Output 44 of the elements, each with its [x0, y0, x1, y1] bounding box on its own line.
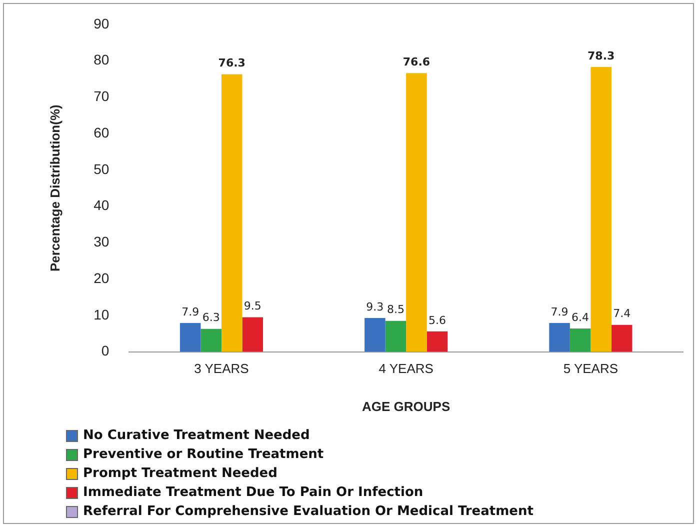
y-tick-label: 0	[101, 342, 110, 359]
bar	[200, 328, 222, 352]
x-tick-label: 3 YEARS	[194, 361, 250, 376]
data-label: 76.3	[218, 56, 246, 70]
legend-label: No Curative Treatment Needed	[83, 428, 310, 443]
y-axis-title: Percentage Distribution(%)	[47, 104, 62, 272]
legend-label: Preventive or Routine Treatment	[83, 447, 324, 462]
data-label: 5.6	[428, 314, 446, 327]
x-tick-label: 4 YEARS	[378, 361, 434, 376]
y-tick-label: 50	[94, 160, 110, 177]
data-label: 9.3	[366, 300, 384, 314]
bar	[611, 324, 632, 352]
data-label: 7.4	[613, 307, 631, 320]
data-label: 78.3	[588, 49, 615, 62]
y-tick-label: 90	[94, 15, 110, 32]
y-tick-label: 10	[94, 306, 110, 322]
data-label: 76.6	[402, 56, 430, 69]
bar	[385, 320, 406, 352]
legend-label: Referral For Comprehensive Evaluation Or Medical Treatment	[83, 504, 534, 519]
data-label: 6.4	[572, 310, 590, 324]
bar	[221, 74, 242, 352]
x-axis-title: AGE GROUPS	[362, 398, 450, 414]
bar	[549, 323, 570, 352]
bar	[242, 317, 264, 352]
y-tick-label: 60	[94, 124, 110, 140]
y-tick-label: 30	[94, 234, 110, 250]
bar	[406, 73, 427, 352]
y-tick-label: 70	[94, 88, 110, 104]
bar	[570, 328, 591, 352]
y-tick-label: 80	[94, 52, 110, 68]
data-label: 7.9	[182, 305, 200, 318]
bar	[180, 323, 201, 352]
y-tick-label: 40	[94, 197, 110, 214]
bar	[364, 318, 386, 352]
legend-label: Immediate Treatment Due To Pain Or Infection	[83, 485, 424, 500]
x-tick-label: 5 YEARS	[563, 361, 618, 376]
data-label: 6.3	[202, 311, 220, 324]
data-label: 8.5	[386, 303, 404, 316]
data-label: 9.5	[244, 300, 262, 313]
legend-label: Prompt Treatment Needed	[83, 466, 278, 481]
y-tick-label: 20	[94, 270, 110, 286]
bar	[590, 66, 612, 352]
data-label: 7.9	[550, 305, 568, 318]
bar	[426, 331, 448, 352]
